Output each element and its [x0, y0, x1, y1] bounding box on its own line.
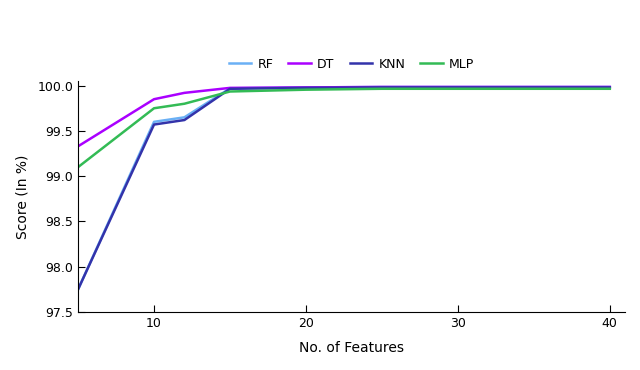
Line: RF: RF [78, 87, 610, 289]
KNN [74, 287, 82, 292]
DT [74, 144, 82, 148]
Line: MLP: MLP [78, 89, 610, 167]
RF [454, 85, 461, 89]
KNN [150, 122, 158, 127]
KNN [180, 118, 188, 122]
MLP [180, 101, 188, 106]
RF [530, 85, 538, 89]
RF [150, 120, 158, 124]
RF [378, 85, 386, 89]
MLP [302, 87, 310, 92]
X-axis label: No. of Features: No. of Features [299, 341, 404, 355]
RF [74, 287, 82, 292]
MLP [74, 165, 82, 169]
DT [226, 86, 234, 90]
KNN [378, 85, 386, 90]
RF [302, 85, 310, 90]
Y-axis label: Score (In %): Score (In %) [15, 154, 29, 239]
Legend: RF, DT, KNN, MLP: RF, DT, KNN, MLP [224, 53, 479, 76]
RF [180, 115, 188, 120]
DT [302, 85, 310, 90]
KNN [606, 85, 614, 90]
MLP [530, 87, 538, 91]
MLP [226, 89, 234, 94]
KNN [530, 85, 538, 90]
DT [180, 91, 188, 95]
KNN [302, 86, 310, 90]
DT [530, 85, 538, 89]
DT [150, 97, 158, 101]
MLP [606, 87, 614, 91]
DT [378, 85, 386, 89]
Line: DT: DT [78, 87, 610, 146]
MLP [454, 87, 461, 91]
DT [606, 85, 614, 89]
MLP [150, 106, 158, 111]
KNN [226, 87, 234, 91]
RF [606, 85, 614, 89]
MLP [378, 87, 386, 91]
KNN [454, 85, 461, 90]
RF [226, 86, 234, 91]
DT [454, 85, 461, 89]
Line: KNN: KNN [78, 87, 610, 289]
